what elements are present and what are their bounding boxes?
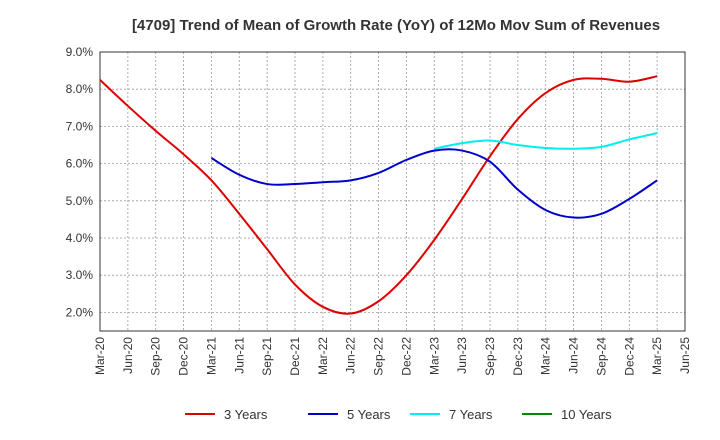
x-tick-label: Jun-22 [344,337,358,374]
y-tick-label: 8.0% [66,82,94,96]
y-tick-label: 4.0% [66,231,94,245]
x-tick-label: Dec-24 [622,337,636,376]
x-tick-label: Sep-21 [260,337,274,376]
y-tick-label: 9.0% [66,45,94,59]
x-tick-label: Jun-23 [455,337,469,374]
x-tick-label: Sep-23 [483,337,497,376]
x-tick-label: Mar-24 [539,337,553,375]
legend-item-7-years: 7 Years [410,407,493,422]
plot-frame [99,51,686,332]
x-tick-label: Jun-21 [232,337,246,374]
y-axis: 2.0% 3.0% 4.0% 5.0% 6.0% 7.0% 8.0% 9.0% [66,45,94,319]
legend-label: 3 Years [224,407,268,422]
x-tick-label: Sep-22 [372,337,386,376]
legend-item-10-years: 10 Years [522,407,612,422]
legend-item-5-years: 5 Years [308,407,391,422]
x-tick-label: Mar-22 [316,337,330,375]
x-tick-label: Mar-25 [650,337,664,375]
x-tick-label: Dec-22 [399,337,413,376]
x-tick-label: Jun-25 [678,337,692,374]
series-layer [99,75,658,315]
series-line-7-years [434,132,658,150]
x-tick-label: Jun-24 [567,337,581,374]
legend-label: 7 Years [449,407,493,422]
x-tick-label: Dec-23 [511,337,525,376]
x-tick-label: Mar-23 [427,337,441,375]
legend-label: 10 Years [561,407,612,422]
x-tick-label: Mar-21 [204,337,218,375]
chart-title: [4709] Trend of Mean of Growth Rate (YoY… [132,17,660,34]
x-tick-label: Sep-24 [594,337,608,376]
y-tick-label: 6.0% [66,157,94,171]
series-line-5-years [210,148,658,219]
y-tick-label: 2.0% [66,305,94,319]
y-tick-label: 7.0% [66,119,94,133]
x-tick-label: Jun-20 [121,337,135,374]
legend-label: 5 Years [347,407,391,422]
x-axis: Mar-20 Jun-20 Sep-20 Dec-20 Mar-21 Jun-21 Sep-… [93,337,692,376]
x-tick-label: Mar-20 [93,337,107,375]
x-tick-label: Dec-21 [288,337,302,376]
y-tick-label: 3.0% [66,268,94,282]
x-tick-label: Sep-20 [149,337,163,376]
x-tick-label: Dec-20 [177,337,191,376]
legend-item-3-years: 3 Years [185,407,268,422]
series-line-3-years [99,75,658,315]
y-tick-label: 5.0% [66,194,94,208]
legend: 3 Years 5 Years 7 Years 10 Years [185,407,612,422]
